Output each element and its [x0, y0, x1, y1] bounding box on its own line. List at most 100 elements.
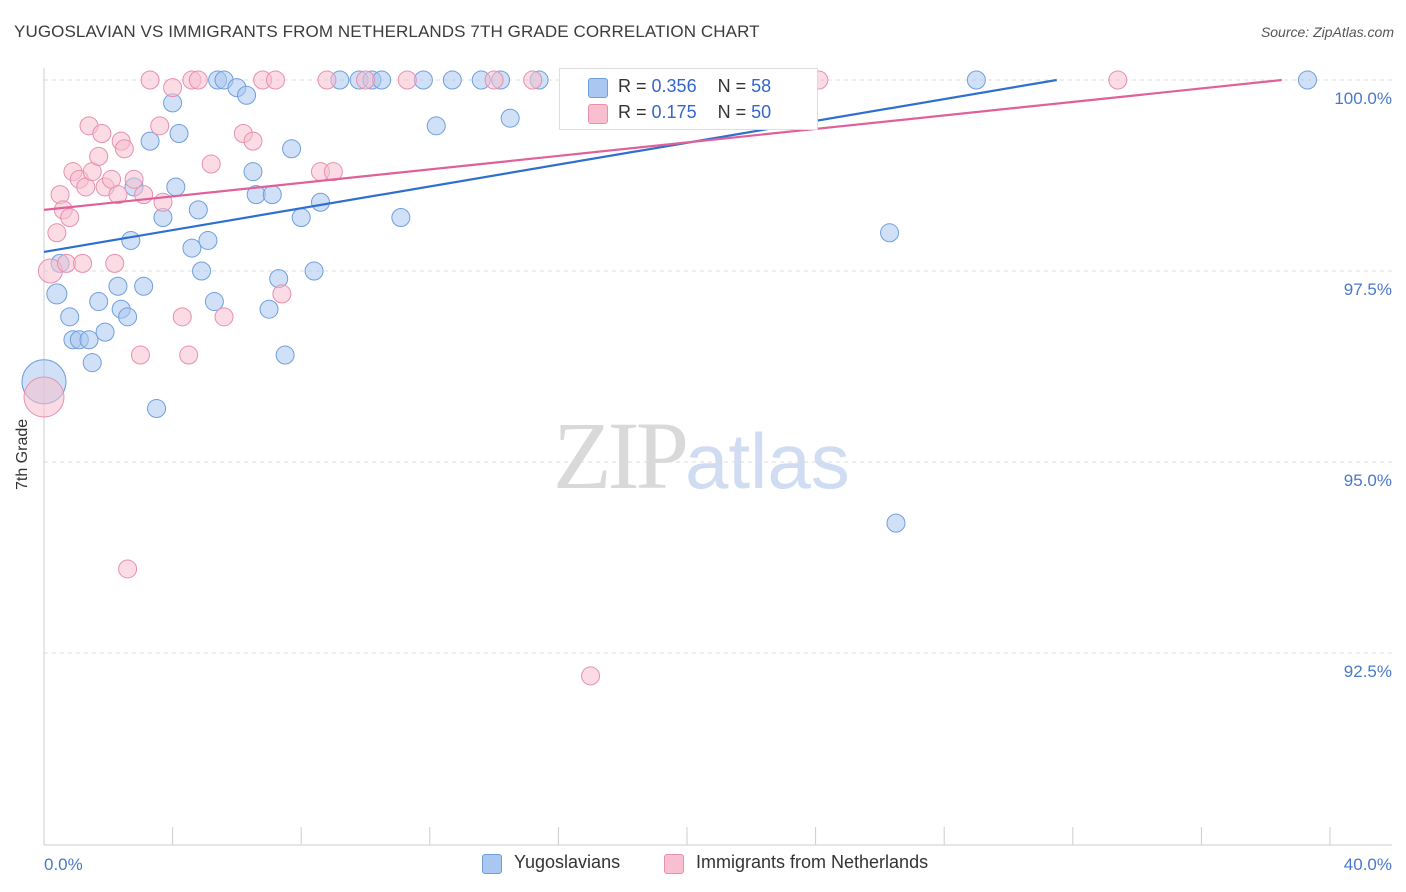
- point-immigrants-from-netherlands: [92, 123, 112, 143]
- legend-swatch-netherlands: [588, 104, 608, 124]
- r-label: R =: [618, 102, 647, 122]
- point-immigrants-from-netherlands: [124, 169, 144, 189]
- n-label: N =: [717, 76, 747, 96]
- point-immigrants-from-netherlands: [317, 70, 337, 90]
- point-yugoslavians: [108, 276, 128, 296]
- point-immigrants-from-netherlands: [323, 162, 343, 182]
- point-immigrants-from-netherlands: [523, 70, 543, 90]
- x-tick-label-max: 40.0%: [1344, 855, 1392, 874]
- watermark-zip: ZIP: [553, 402, 689, 509]
- point-immigrants-from-netherlands: [179, 345, 199, 365]
- legend-swatch-netherlands: [664, 854, 684, 874]
- point-immigrants-from-netherlands: [114, 139, 134, 159]
- point-yugoslavians: [442, 70, 462, 90]
- correlation-legend: R = 0.356 N = 58 R = 0.175 N = 50: [559, 68, 818, 130]
- legend-swatch-yugoslavians: [588, 78, 608, 98]
- r-value: 0.175: [651, 102, 697, 122]
- point-yugoslavians: [134, 276, 154, 296]
- point-yugoslavians: [262, 185, 282, 205]
- point-immigrants-from-netherlands: [47, 223, 67, 243]
- point-immigrants-from-netherlands: [214, 307, 234, 327]
- point-yugoslavians: [140, 131, 160, 151]
- point-yugoslavians: [121, 230, 141, 250]
- trend-line-yugoslavians: [43, 78, 1057, 253]
- point-immigrants-from-netherlands: [397, 70, 417, 90]
- point-yugoslavians: [275, 345, 295, 365]
- point-immigrants-from-netherlands: [140, 70, 160, 90]
- point-yugoslavians: [391, 208, 411, 228]
- point-yugoslavians: [166, 177, 186, 197]
- point-immigrants-from-netherlands: [108, 185, 128, 205]
- point-yugoslavians: [169, 123, 189, 143]
- point-yugoslavians: [182, 238, 202, 258]
- n-value: 50: [751, 102, 772, 122]
- point-yugoslavians: [89, 292, 109, 312]
- point-immigrants-from-netherlands: [272, 284, 292, 304]
- point-immigrants-from-netherlands: [118, 559, 138, 579]
- point-yugoslavians: [310, 192, 330, 212]
- point-yugoslavians: [60, 307, 80, 327]
- point-yugoslavians: [95, 322, 115, 342]
- point-yugoslavians: [500, 108, 520, 128]
- legend-label-yugoslavians: Yugoslavians: [514, 852, 621, 872]
- r-label: R =: [618, 76, 647, 96]
- point-immigrants-from-netherlands: [73, 253, 93, 273]
- point-yugoslavians: [79, 330, 99, 350]
- y-tick-label: 97.5%: [1344, 280, 1392, 299]
- point-yugoslavians: [291, 208, 311, 228]
- point-yugoslavians: [192, 261, 212, 281]
- legend-swatch-yugoslavians: [482, 854, 502, 874]
- point-yugoslavians: [1297, 70, 1317, 90]
- point-yugoslavians: [372, 70, 392, 90]
- y-tick-label: 92.5%: [1344, 662, 1392, 681]
- point-yugoslavians: [204, 292, 224, 312]
- point-yugoslavians: [304, 261, 324, 281]
- point-immigrants-from-netherlands: [130, 345, 150, 365]
- point-immigrants-from-netherlands: [105, 253, 125, 273]
- point-immigrants-from-netherlands: [1108, 70, 1128, 90]
- legend-row-netherlands: R = 0.175 N = 50: [618, 102, 771, 126]
- point-yugoslavians: [237, 85, 257, 105]
- n-label: N =: [717, 102, 747, 122]
- point-yugoslavians: [46, 283, 68, 305]
- watermark-atlas: atlas: [685, 417, 850, 505]
- point-immigrants-from-netherlands: [172, 307, 192, 327]
- trend-line-immigrants-from-netherlands: [43, 78, 1282, 211]
- point-immigrants-from-netherlands: [484, 70, 504, 90]
- point-immigrants-from-netherlands: [265, 70, 285, 90]
- point-yugoslavians: [413, 70, 433, 90]
- point-yugoslavians: [259, 299, 279, 319]
- point-yugoslavians: [282, 139, 302, 159]
- point-yugoslavians: [198, 230, 218, 250]
- x-tick-label-min: 0.0%: [44, 855, 83, 874]
- point-immigrants-from-netherlands: [188, 70, 208, 90]
- point-yugoslavians: [880, 223, 900, 243]
- point-yugoslavians: [118, 307, 138, 327]
- point-immigrants-from-netherlands: [57, 253, 77, 273]
- point-immigrants-from-netherlands: [201, 154, 221, 174]
- bottom-legend-yugoslavians: Yugoslavians: [482, 852, 620, 876]
- point-immigrants-from-netherlands: [163, 78, 183, 98]
- point-yugoslavians: [886, 513, 906, 533]
- r-value: 0.356: [651, 76, 697, 96]
- legend-label-netherlands: Immigrants from Netherlands: [696, 852, 929, 872]
- zipatlas-watermark: ZIPatlas: [553, 400, 850, 511]
- source-credit: Source: ZipAtlas.com: [1260, 24, 1394, 40]
- point-yugoslavians: [82, 353, 102, 373]
- point-immigrants-from-netherlands: [243, 131, 263, 151]
- legend-row-yugoslavians: R = 0.356 N = 58: [618, 76, 771, 100]
- point-immigrants-from-netherlands: [23, 376, 65, 418]
- y-tick-label: 95.0%: [1344, 471, 1392, 490]
- point-yugoslavians: [147, 399, 167, 419]
- point-yugoslavians: [966, 70, 986, 90]
- point-immigrants-from-netherlands: [356, 70, 375, 90]
- n-value: 58: [751, 76, 772, 96]
- chart-title: YUGOSLAVIAN VS IMMIGRANTS FROM NETHERLAN…: [14, 22, 760, 41]
- point-yugoslavians: [243, 162, 263, 182]
- point-immigrants-from-netherlands: [150, 116, 170, 136]
- point-immigrants-from-netherlands: [60, 208, 80, 228]
- point-yugoslavians: [426, 116, 446, 136]
- y-tick-label: 100.0%: [1334, 89, 1392, 108]
- bottom-legend-netherlands: Immigrants from Netherlands: [664, 852, 928, 876]
- point-yugoslavians: [188, 200, 208, 220]
